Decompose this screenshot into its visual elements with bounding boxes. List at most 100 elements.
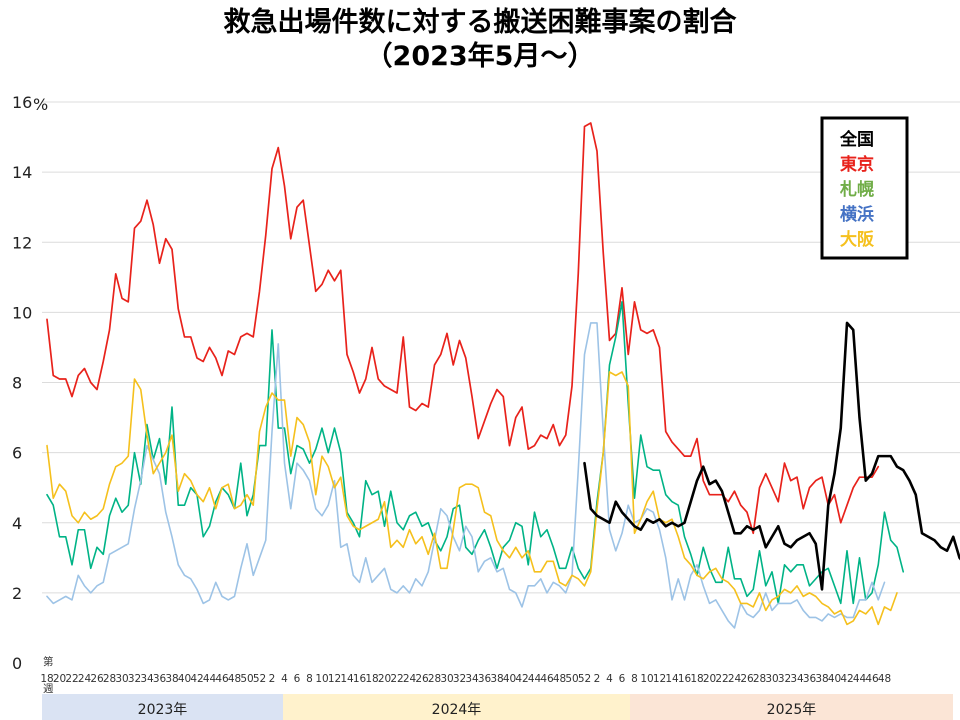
x-tick-label: 40	[178, 673, 191, 685]
x-tick-label: 34	[790, 673, 804, 685]
x-tick-label: 46	[215, 673, 229, 685]
chart-title-line1: 救急出場件数に対する搬送困難事案の割合	[223, 7, 737, 38]
x-tick-label: 48	[553, 673, 566, 685]
x-tick-label: 18	[690, 673, 703, 685]
x-tick-label: 16	[353, 673, 367, 685]
x-tick-label: 22	[715, 673, 728, 685]
x-tick-label: 30	[765, 673, 778, 685]
x-tick-label: 4	[281, 673, 288, 685]
x-tick-label: 40	[828, 673, 841, 685]
x-tick-label: 8	[631, 673, 638, 685]
y-tick-label: 8	[12, 374, 22, 393]
x-tick-label: 38	[490, 673, 503, 685]
x-tick-label: 32	[453, 673, 466, 685]
x-tick-label: 10	[315, 673, 328, 685]
year-label: 2024年	[432, 702, 482, 718]
x-tick-label: 38	[815, 673, 828, 685]
x-tick-label: 24	[78, 673, 92, 685]
x-tick-label: 22	[65, 673, 78, 685]
x-unit-label-bottom: 週	[43, 683, 54, 695]
x-tick-label: 14	[340, 673, 354, 685]
x-tick-label: 46	[540, 673, 554, 685]
x-tick-label: 32	[128, 673, 141, 685]
y-tick-label: 14	[12, 163, 32, 182]
x-tick-label: 30	[440, 673, 453, 685]
year-band-segment	[283, 694, 630, 720]
year-band-segment	[630, 694, 953, 720]
x-tick-label: 16	[678, 673, 692, 685]
x-tick-label: 18	[365, 673, 378, 685]
x-tick-label: 6	[294, 673, 301, 685]
x-tick-label: 48	[228, 673, 241, 685]
x-tick-label: 42	[190, 673, 203, 685]
x-tick-label: 22	[390, 673, 403, 685]
gridlines	[42, 101, 960, 594]
y-tick-label: 16	[12, 93, 32, 112]
y-tick-label: 0	[12, 654, 22, 673]
year-band: 2023年 2024年 2025年	[42, 694, 953, 720]
x-tick-label: 28	[753, 673, 766, 685]
legend-item: 大阪	[840, 229, 874, 250]
x-tick-label: 6	[619, 673, 626, 685]
x-tick-label: 30	[115, 673, 128, 685]
x-tick-label: 48	[878, 673, 891, 685]
x-tick-label: 26	[90, 673, 104, 685]
x-tick-label: 20	[378, 673, 391, 685]
x-tick-label: 26	[740, 673, 754, 685]
x-tick-label: 28	[103, 673, 116, 685]
x-tick-label: 52	[578, 673, 591, 685]
x-tick-label: 26	[415, 673, 429, 685]
chart-title: 救急出場件数に対する搬送困難事案の割合 （2023年5月～）	[0, 6, 960, 74]
y-tick-label: 6	[12, 444, 22, 463]
x-tick-label: 2	[594, 673, 601, 685]
x-tick-label: 28	[428, 673, 441, 685]
series-line-4	[46, 371, 898, 626]
series-line-1	[46, 122, 880, 535]
legend-item: 札幌	[839, 179, 874, 200]
series-line-3	[46, 322, 886, 629]
x-tick-label: 50	[565, 673, 578, 685]
year-label: 2025年	[767, 702, 817, 718]
x-tick-label: 34	[465, 673, 479, 685]
x-tick-label: 34	[140, 673, 154, 685]
x-tick-label: 8	[306, 673, 313, 685]
x-tick-label: 52	[253, 673, 266, 685]
x-tick-label: 40	[503, 673, 516, 685]
x-tick-label: 36	[478, 673, 492, 685]
x-tick-label: 24	[403, 673, 417, 685]
y-tick-label: 2	[12, 584, 22, 603]
x-tick-label: 32	[778, 673, 791, 685]
x-tick-label: 38	[165, 673, 178, 685]
x-tick-label: 20	[53, 673, 66, 685]
x-tick-label: 44	[528, 673, 542, 685]
y-unit-label: %	[33, 95, 48, 114]
x-tick-label: 44	[853, 673, 867, 685]
legend-item: 全国	[839, 129, 874, 150]
legend-item: 横浜	[840, 204, 874, 225]
x-tick-label: 20	[703, 673, 716, 685]
year-band-segment	[42, 694, 283, 720]
y-tick-label: 12	[12, 233, 32, 252]
legend-box	[820, 116, 909, 260]
x-tick-label: 12	[328, 673, 341, 685]
x-tick-label: 14	[665, 673, 679, 685]
x-tick-label: 24	[728, 673, 742, 685]
x-tick-label: 10	[640, 673, 653, 685]
series-line-0	[583, 321, 960, 591]
y-tick-label: 10	[12, 303, 32, 322]
x-tick-label: 46	[865, 673, 879, 685]
series-lines	[46, 122, 960, 629]
x-tick-label: 2	[269, 673, 276, 685]
x-tick-label: 44	[203, 673, 217, 685]
chart-title-line2: （2023年5月～）	[365, 41, 595, 72]
year-label: 2023年	[138, 702, 188, 718]
x-tick-label: 42	[515, 673, 528, 685]
y-axis-ticks: 0 2 4 6 8 10 12 14 16%	[12, 93, 48, 673]
series-line-2	[46, 301, 905, 605]
x-tick-label: 42	[840, 673, 853, 685]
x-tick-label: 18	[40, 673, 53, 685]
x-tick-label: 36	[803, 673, 817, 685]
